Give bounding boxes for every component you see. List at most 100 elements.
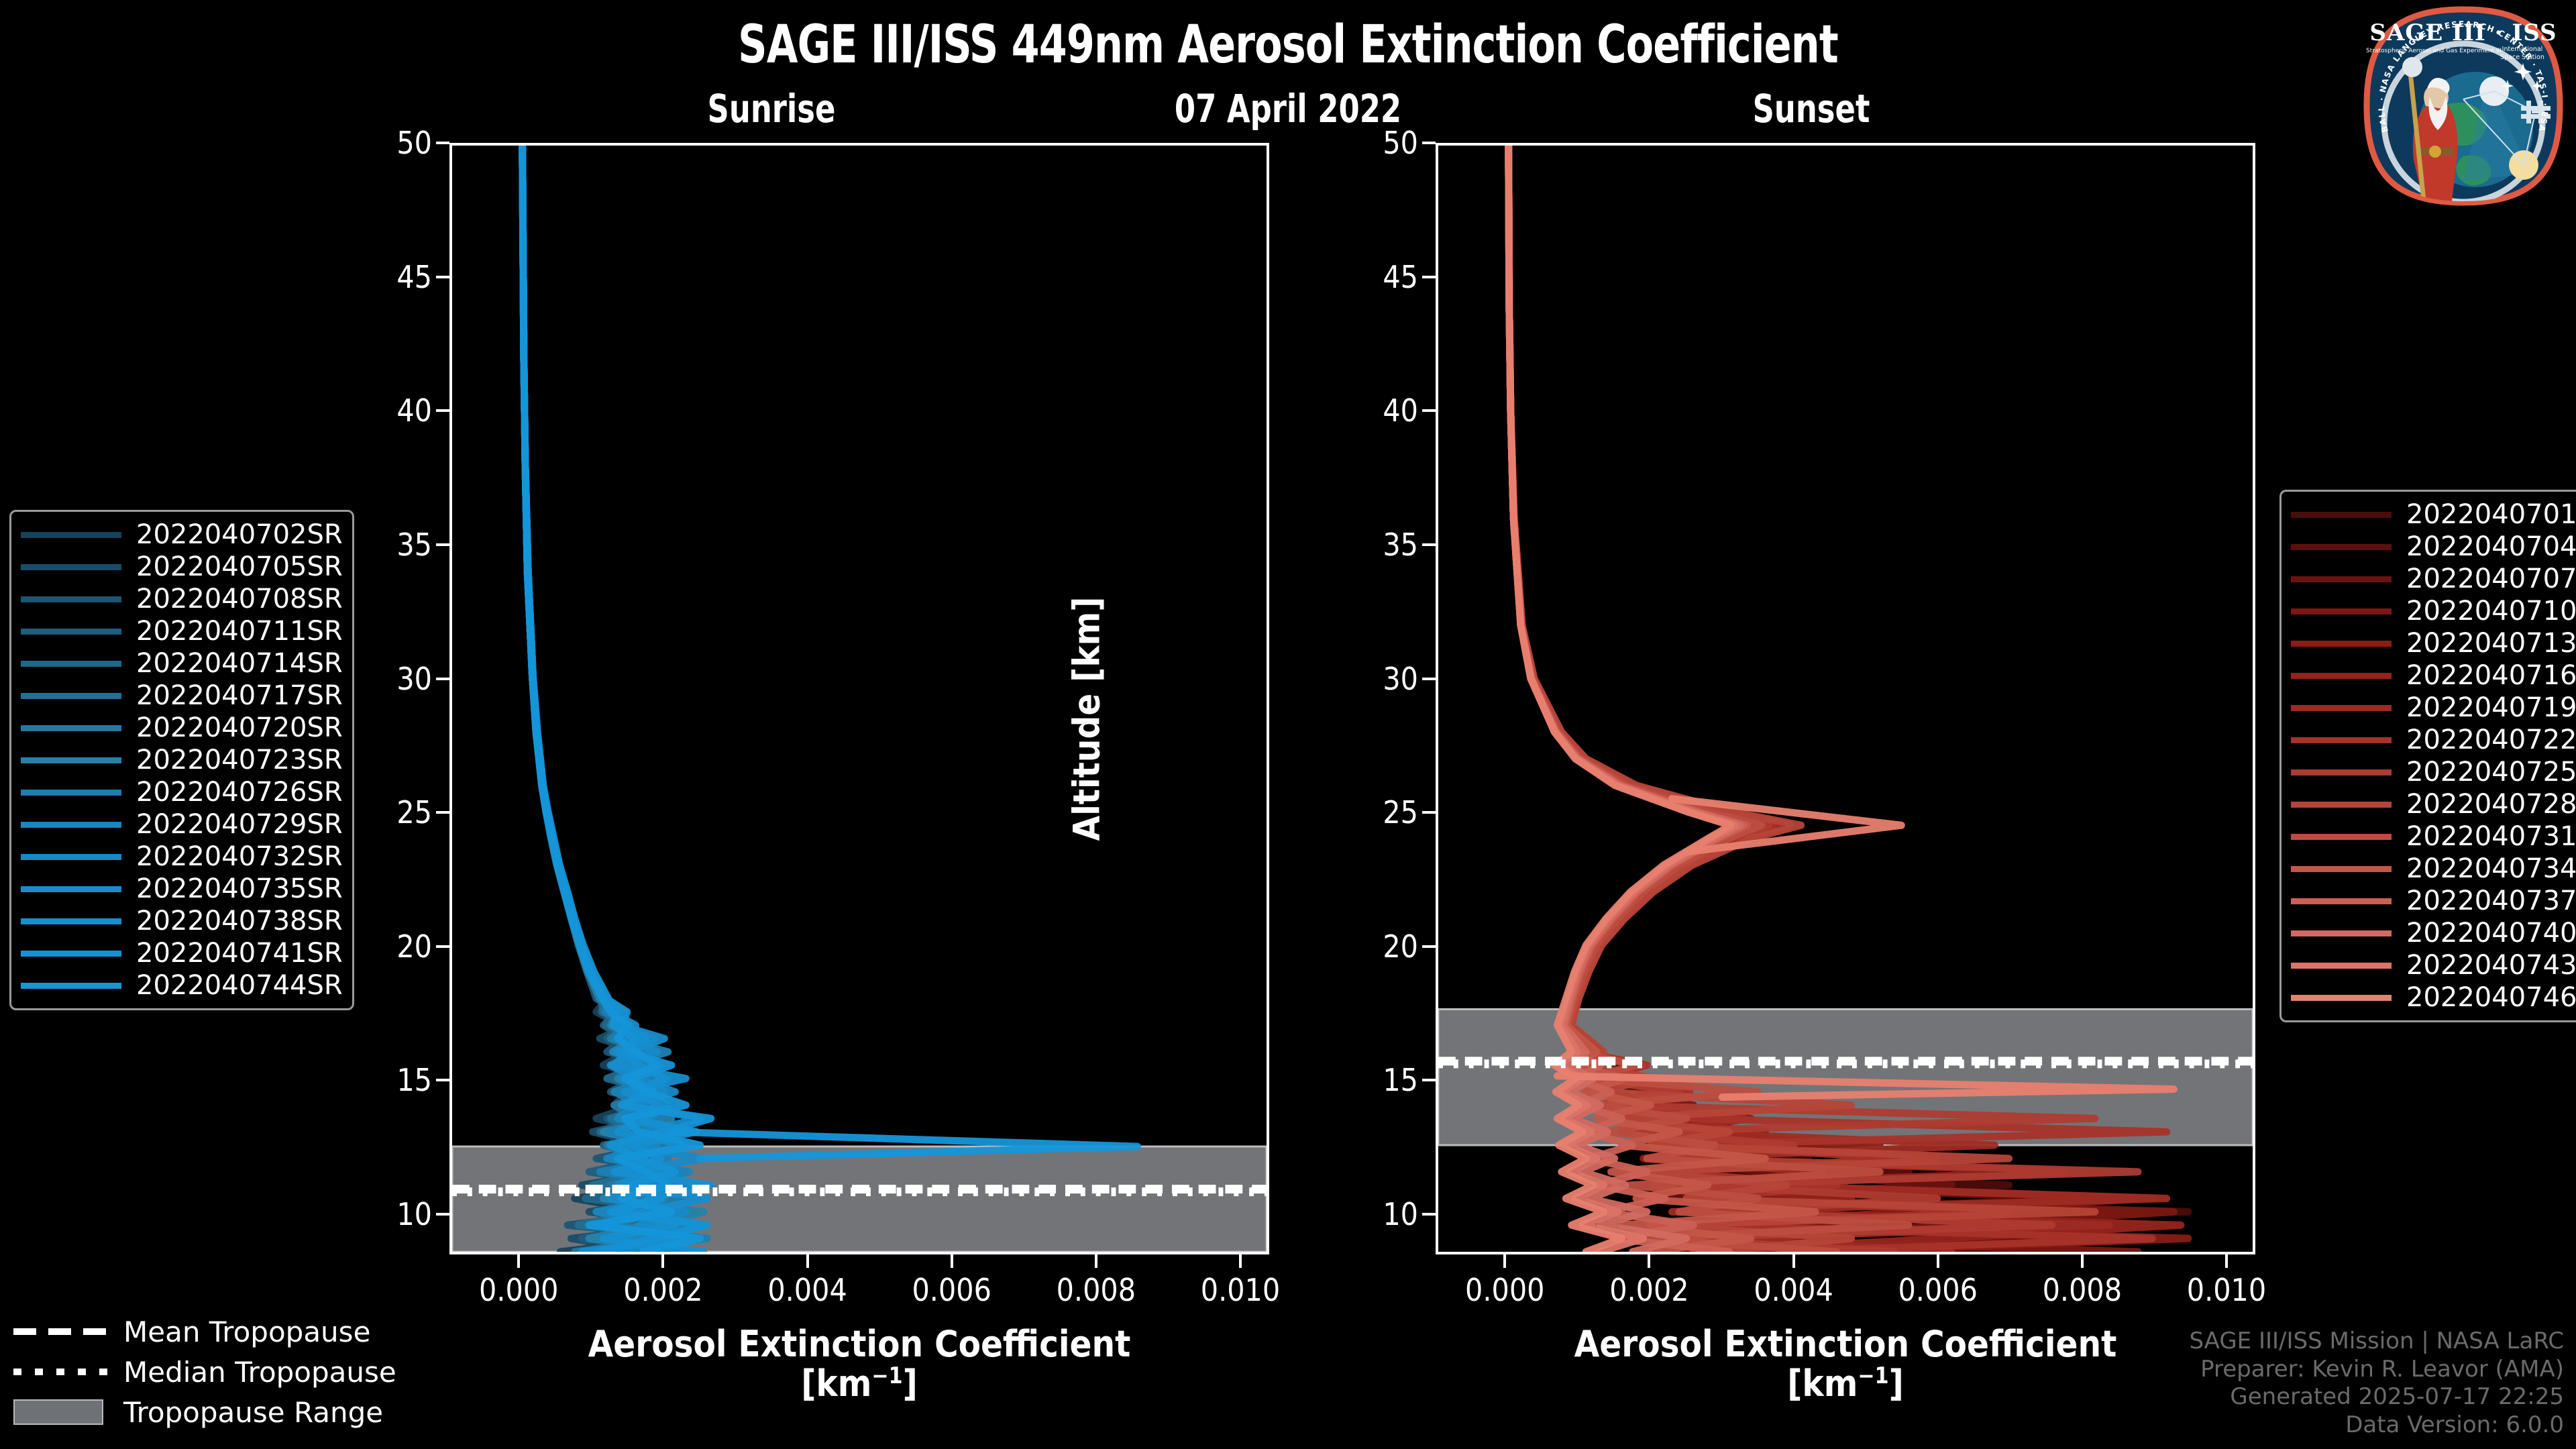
legend-item-label: 2022040710SS xyxy=(2406,596,2576,627)
badge-subtitle-right-1: International xyxy=(2502,46,2543,53)
legend-item-sunset[interactable]: 2022040713SS xyxy=(2291,627,2576,659)
legend-item-sunrise[interactable]: 2022040702SR xyxy=(21,519,343,551)
y-tick-label-sunset: 40 xyxy=(1383,392,1418,429)
legend-item-sunrise[interactable]: 2022040720SR xyxy=(21,712,343,744)
credits-line-generated: Generated 2025-07-17 22:25 xyxy=(2230,1383,2564,1411)
x-tick-label-sunset: 0.002 xyxy=(1609,1272,1689,1308)
legend-color-swatch xyxy=(21,950,121,957)
y-tick-mark-sunset xyxy=(1422,409,1436,413)
credits-block: SAGE III/ISS Mission | NASA LaRC Prepare… xyxy=(2189,1328,2564,1440)
legend-item-sunset[interactable]: 2022040716SS xyxy=(2291,659,2576,692)
legend-item-sunrise[interactable]: 2022040729SR xyxy=(21,808,343,841)
sunrise-x-axis-label-units: [km−1] xyxy=(801,1362,918,1405)
y-tick-mark-sunrise xyxy=(436,543,449,546)
legend-item-sunset[interactable]: 2022040728SS xyxy=(2291,788,2576,820)
legend-item-label: 2022040729SR xyxy=(136,809,343,840)
stars xyxy=(2502,63,2542,92)
y-tick-mark-sunset xyxy=(1422,677,1436,680)
tropopause-legend-glyph xyxy=(13,1328,107,1335)
legend-item-sunrise[interactable]: 2022040711SR xyxy=(21,615,343,647)
legend-item-sunrise[interactable]: 2022040714SR xyxy=(21,647,343,680)
y-tick-label-sunrise: 50 xyxy=(396,125,432,161)
x-tick-mark-sunrise xyxy=(806,1254,809,1268)
legend-item-sunrise[interactable]: 2022040726SR xyxy=(21,776,343,808)
legend-item-label: 2022040738SR xyxy=(136,906,343,936)
legend-item-sunrise[interactable]: 2022040708SR xyxy=(21,583,343,615)
x-tick-label-sunset: 0.004 xyxy=(1754,1272,1833,1308)
legend-color-swatch xyxy=(21,692,121,699)
x-tick-mark-sunrise xyxy=(1094,1254,1097,1268)
legend-item-label: 2022040737SS xyxy=(2406,885,2576,916)
legend-item-sunrise[interactable]: 2022040732SR xyxy=(21,841,343,873)
tropopause-legend-glyph xyxy=(13,1399,103,1425)
tropopause-legend-item: Median Tropopause xyxy=(13,1352,396,1392)
legend-item-sunset[interactable]: 2022040731SS xyxy=(2291,820,2576,853)
sunset-y-axis-label: Altitude [km] xyxy=(1065,596,1108,841)
legend-item-sunset[interactable]: 2022040737SS xyxy=(2291,885,2576,917)
legend-color-swatch xyxy=(21,789,121,796)
legend-item-sunset[interactable]: 2022040725SS xyxy=(2291,756,2576,788)
legend-item-sunrise[interactable]: 2022040705SR xyxy=(21,551,343,583)
legend-item-label: 2022040714SR xyxy=(136,648,343,679)
legend-color-swatch xyxy=(21,724,121,731)
profile-line xyxy=(519,146,708,1252)
page-title: SAGE III/ISS 449nm Aerosol Extinction Co… xyxy=(738,15,1839,75)
legend-item-sunset[interactable]: 2022040743SS xyxy=(2291,949,2576,981)
y-tick-mark-sunrise xyxy=(436,1079,449,1082)
legend-item-sunrise[interactable]: 2022040741SR xyxy=(21,937,343,969)
sage-figure xyxy=(2402,57,2458,201)
legend-item-sunset[interactable]: 2022040746SS xyxy=(2291,981,2576,1014)
legend-item-label: 2022040744SR xyxy=(136,970,343,1001)
subtitle-date: 07 April 2022 xyxy=(1174,86,1402,131)
legend-color-swatch xyxy=(21,821,121,828)
legend-color-swatch xyxy=(21,628,121,635)
y-tick-mark-sunrise xyxy=(436,945,449,948)
legend-item-label: 2022040726SR xyxy=(136,777,343,808)
profile-line xyxy=(1553,1072,2178,1102)
legend-item-sunrise[interactable]: 2022040744SR xyxy=(21,969,343,1002)
y-tick-label-sunrise: 40 xyxy=(396,392,432,429)
legend-item-sunset[interactable]: 2022040734SS xyxy=(2291,853,2576,885)
legend-color-swatch xyxy=(21,853,121,860)
legend-item-label: 2022040705SR xyxy=(136,551,343,582)
y-tick-mark-sunrise xyxy=(436,811,449,814)
legend-item-sunset[interactable]: 2022040710SS xyxy=(2291,595,2576,627)
legend-item-label: 2022040743SS xyxy=(2406,950,2576,981)
y-tick-label-sunset: 35 xyxy=(1383,526,1418,563)
sunrise-x-axis-label-main: Aerosol Extinction Coefficient xyxy=(588,1323,1131,1365)
legend-color-swatch xyxy=(21,660,121,667)
sunrise-plot-canvas xyxy=(452,146,1267,1252)
sunset-legend[interactable]: 2022040701SS2022040704SS2022040707SS2022… xyxy=(2279,490,2576,1022)
legend-color-swatch xyxy=(2291,962,2392,969)
x-tick-label-sunset: 0.010 xyxy=(2186,1272,2267,1308)
subtitle-sunrise: Sunrise xyxy=(707,86,836,131)
x-tick-mark-sunrise xyxy=(661,1254,665,1268)
legend-item-sunset[interactable]: 2022040740SS xyxy=(2291,917,2576,949)
y-tick-mark-sunrise xyxy=(436,275,449,278)
y-tick-mark-sunset xyxy=(1422,543,1436,546)
legend-color-swatch xyxy=(2291,672,2392,679)
y-tick-label-sunset: 50 xyxy=(1383,125,1418,161)
sunrise-legend[interactable]: 2022040702SR 2022040705SR 2022040708SR 2022… xyxy=(9,510,354,1010)
sunset-x-axis-label-units: [km−1] xyxy=(1787,1362,1904,1405)
legend-color-swatch xyxy=(2291,833,2392,840)
y-tick-mark-sunset xyxy=(1422,1079,1436,1082)
legend-item-label: 2022040701SS xyxy=(2406,499,2576,530)
x-tick-mark-sunset xyxy=(1503,1254,1507,1268)
legend-item-sunrise[interactable]: 2022040735SR xyxy=(21,873,343,905)
legend-item-sunset[interactable]: 2022040722SS xyxy=(2291,724,2576,756)
legend-item-sunset[interactable]: 2022040701SS xyxy=(2291,498,2576,531)
profile-line xyxy=(519,146,704,1252)
legend-color-swatch xyxy=(2291,576,2392,582)
legend-item-sunrise[interactable]: 2022040717SR xyxy=(21,680,343,712)
y-tick-label-sunset: 15 xyxy=(1383,1062,1418,1099)
legend-item-sunset[interactable]: 2022040704SS xyxy=(2291,531,2576,563)
legend-item-label: 2022040725SS xyxy=(2406,757,2576,788)
legend-color-swatch xyxy=(2291,898,2392,904)
legend-item-sunrise[interactable]: 2022040738SR xyxy=(21,905,343,937)
legend-item-label: 2022040732SR xyxy=(136,841,343,872)
median-tropopause-icon xyxy=(13,1363,107,1381)
legend-item-sunrise[interactable]: 2022040723SR xyxy=(21,744,343,776)
legend-item-sunset[interactable]: 2022040719SS xyxy=(2291,692,2576,724)
legend-item-sunset[interactable]: 2022040707SS xyxy=(2291,563,2576,595)
